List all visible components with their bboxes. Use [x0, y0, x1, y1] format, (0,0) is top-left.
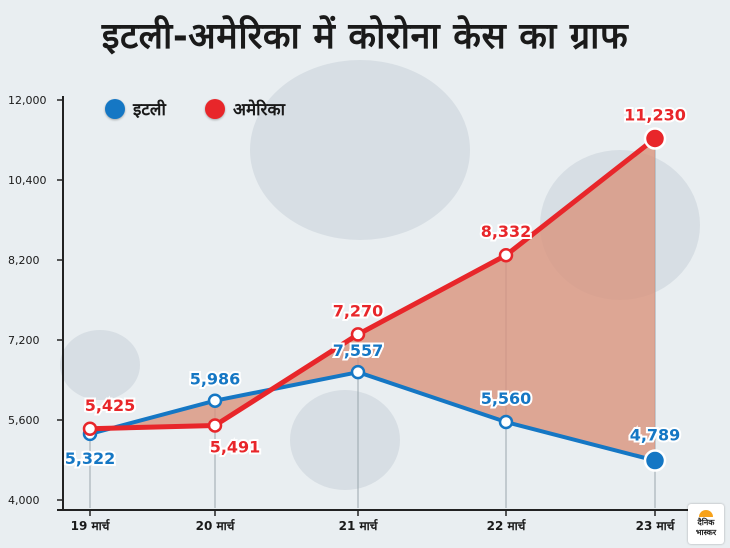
x-tick-label: 22 मार्च: [487, 519, 527, 533]
data-point-usa: [207, 418, 223, 433]
y-tick-label: 7,200: [8, 334, 40, 347]
background-virus-shape: [60, 330, 140, 400]
data-label-italy: 7,557: [333, 341, 384, 360]
background-virus-shape: [250, 60, 470, 240]
x-tick-label: 21 मार्च: [339, 519, 379, 533]
data-point-italy: [643, 449, 667, 472]
data-label-italy: 4,789: [630, 426, 681, 445]
data-point-italy: [498, 414, 514, 430]
data-label-italy: 5,322: [65, 449, 116, 468]
data-point-italy: [350, 364, 366, 380]
background-virus-shape: [290, 390, 400, 490]
y-tick-label: 5,600: [8, 414, 40, 427]
y-tick-label: 12,000: [8, 94, 47, 107]
data-point-italy: [207, 393, 223, 408]
y-tick-label: 4,000: [8, 494, 40, 507]
data-point-usa: [350, 327, 366, 342]
brand-logo: दैनिक भास्कर: [688, 504, 724, 544]
data-label-usa: 8,332: [481, 222, 532, 241]
data-label-usa: 5,425: [85, 396, 136, 415]
x-tick-label: 19 मार्च: [71, 519, 111, 533]
data-point-usa: [82, 421, 98, 436]
data-point-usa: [643, 127, 667, 150]
data-label-usa: 5,491: [210, 437, 261, 456]
x-tick-label: 20 मार्च: [196, 519, 236, 533]
legend-item-usa: अमेरिका: [205, 97, 285, 120]
data-label-italy: 5,560: [481, 389, 532, 408]
legend-marker-usa: [205, 98, 225, 119]
y-tick-label: 8,200: [8, 254, 40, 267]
difference-area: [90, 138, 655, 461]
legend-item-italy: इटली: [105, 97, 166, 120]
data-point-usa: [498, 247, 514, 263]
data-label-italy: 5,986: [190, 370, 241, 389]
y-tick-label: 10,400: [8, 174, 47, 187]
brand-logo-line1: दैनिक: [697, 518, 715, 527]
legend-marker-italy: [105, 98, 125, 119]
brand-logo-line2: भास्कर: [695, 528, 717, 537]
data-label-usa: 11,230: [624, 106, 686, 125]
chart-title: इटली-अमेरिका में कोरोना केस का ग्राफ: [101, 16, 629, 57]
data-label-usa: 7,270: [333, 301, 384, 320]
x-tick-label: 23 मार्च: [636, 519, 676, 533]
legend-label-italy: इटली: [133, 100, 166, 120]
brand-sun-icon: [699, 510, 713, 517]
legend-label-usa: अमेरिका: [233, 100, 285, 120]
